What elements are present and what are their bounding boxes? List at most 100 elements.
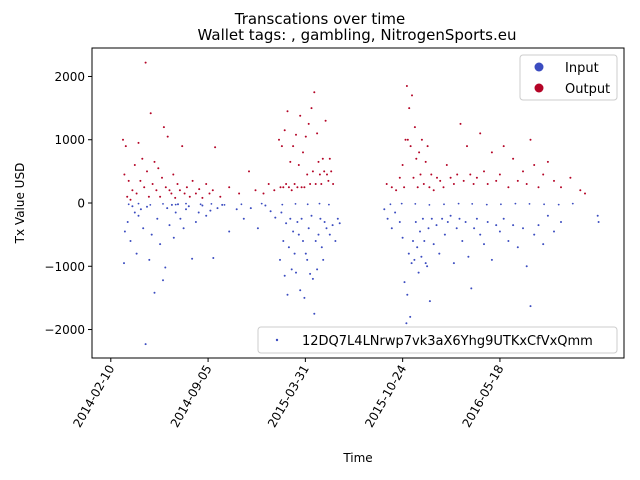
output-point	[411, 94, 413, 97]
legend-input-marker	[534, 62, 544, 72]
output-point	[525, 183, 528, 185]
legend-output-label: Output	[565, 82, 610, 97]
input-point	[386, 217, 389, 220]
input-point	[166, 207, 169, 210]
output-point	[390, 186, 393, 189]
output-point	[144, 61, 147, 64]
output-point	[201, 196, 204, 199]
input-point	[516, 246, 519, 249]
input-point	[123, 262, 125, 265]
output-point	[153, 160, 156, 163]
input-point	[317, 233, 320, 236]
input-point	[137, 214, 140, 217]
output-point	[419, 173, 422, 176]
input-point	[133, 211, 136, 214]
input-point	[446, 221, 449, 223]
y-tick-label: 2000	[54, 70, 85, 84]
output-point	[516, 179, 519, 182]
output-point	[403, 186, 406, 189]
input-point	[512, 224, 515, 227]
output-point	[512, 157, 515, 160]
input-point	[179, 217, 182, 220]
input-point	[297, 233, 300, 236]
address-point	[149, 204, 152, 206]
y-tick-label: −2000	[44, 323, 85, 337]
output-point	[162, 126, 165, 129]
input-point	[542, 243, 545, 246]
address-point	[500, 203, 502, 206]
output-point	[254, 189, 257, 192]
output-point	[313, 91, 316, 94]
output-point	[483, 170, 485, 173]
output-point	[166, 135, 169, 138]
output-point	[449, 176, 452, 179]
output-point	[430, 173, 433, 176]
output-point	[208, 192, 211, 195]
output-point	[406, 138, 409, 141]
x-tick-label: 2014-02-10	[70, 363, 117, 430]
address-point	[571, 202, 574, 205]
output-point	[420, 138, 423, 141]
output-point	[409, 145, 412, 148]
input-point	[470, 287, 473, 290]
address-point	[260, 202, 263, 205]
output-point	[147, 195, 150, 198]
output-point	[149, 112, 152, 115]
output-point	[181, 145, 184, 148]
address-point	[514, 202, 517, 205]
input-point	[490, 258, 493, 261]
input-point	[430, 217, 433, 220]
output-point	[318, 173, 321, 176]
output-point	[164, 186, 167, 189]
input-point	[432, 243, 435, 246]
output-point	[330, 170, 333, 173]
output-point	[311, 170, 314, 173]
output-point	[306, 173, 309, 176]
input-point	[299, 289, 302, 292]
input-point	[135, 252, 138, 255]
output-point	[285, 183, 288, 185]
address-point	[328, 203, 330, 206]
input-point	[417, 271, 420, 274]
output-point	[405, 85, 408, 87]
input-point	[479, 233, 482, 236]
output-point	[395, 189, 398, 192]
output-point	[553, 179, 555, 182]
output-point	[123, 173, 126, 176]
output-point	[522, 170, 524, 173]
input-point	[209, 209, 212, 212]
input-point	[420, 255, 423, 258]
input-point	[170, 203, 173, 206]
output-point	[332, 183, 335, 185]
output-point	[304, 135, 307, 138]
input-point	[177, 203, 179, 206]
output-point	[205, 183, 208, 185]
output-point	[122, 138, 124, 141]
output-point	[424, 160, 427, 163]
input-point	[249, 207, 252, 210]
output-point	[436, 176, 438, 179]
output-point	[146, 170, 148, 173]
output-point	[415, 157, 418, 160]
input-point	[293, 252, 296, 255]
output-point	[137, 141, 140, 144]
input-point	[546, 214, 549, 217]
input-point	[139, 208, 142, 211]
input-point	[309, 272, 312, 275]
address-point	[294, 203, 297, 205]
address-point	[162, 203, 164, 205]
x-axis-label: Time	[342, 451, 372, 465]
input-point	[142, 227, 145, 230]
output-point	[529, 138, 532, 141]
input-point	[228, 230, 231, 233]
output-point	[475, 176, 478, 179]
output-point	[139, 179, 142, 182]
output-point	[135, 192, 138, 195]
output-point	[170, 192, 173, 195]
address-point	[137, 202, 140, 205]
output-point	[129, 198, 132, 201]
input-point	[295, 271, 297, 274]
input-point	[325, 227, 328, 230]
output-point	[498, 173, 501, 176]
address-point	[485, 203, 488, 206]
